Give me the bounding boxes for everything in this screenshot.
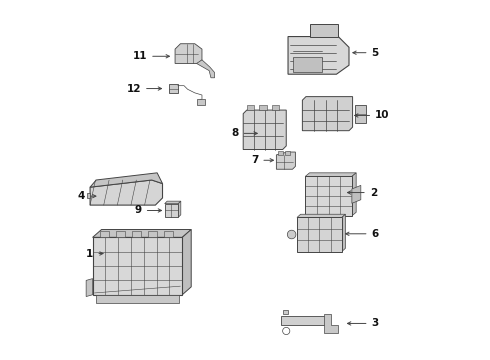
Bar: [96, 295, 179, 303]
Bar: [297, 217, 342, 252]
Polygon shape: [196, 60, 215, 78]
Text: 11: 11: [133, 51, 147, 61]
Polygon shape: [283, 310, 288, 315]
Bar: [259, 105, 267, 110]
Bar: [305, 176, 352, 216]
Bar: [281, 316, 327, 325]
Polygon shape: [352, 185, 361, 203]
Bar: [164, 231, 173, 237]
Bar: [285, 150, 290, 155]
Polygon shape: [352, 173, 356, 216]
Polygon shape: [243, 110, 286, 149]
Polygon shape: [178, 201, 181, 217]
Polygon shape: [302, 96, 353, 131]
Polygon shape: [86, 279, 93, 297]
Text: 6: 6: [371, 229, 379, 239]
Polygon shape: [310, 24, 338, 37]
Polygon shape: [196, 99, 205, 105]
Bar: [165, 204, 178, 217]
Bar: [93, 237, 182, 295]
Text: 12: 12: [126, 84, 141, 94]
Polygon shape: [305, 173, 356, 176]
Bar: [294, 57, 322, 72]
Polygon shape: [165, 201, 181, 204]
Bar: [132, 231, 141, 237]
Bar: [278, 150, 283, 155]
Polygon shape: [87, 193, 90, 198]
Polygon shape: [182, 229, 191, 295]
Polygon shape: [90, 173, 163, 187]
Bar: [169, 84, 178, 93]
Polygon shape: [288, 37, 349, 74]
Bar: [247, 105, 254, 110]
Polygon shape: [324, 315, 338, 333]
Polygon shape: [93, 229, 191, 237]
Text: 8: 8: [231, 129, 239, 138]
Bar: [116, 231, 125, 237]
Circle shape: [287, 230, 296, 239]
Polygon shape: [297, 214, 345, 217]
Polygon shape: [276, 152, 295, 169]
Polygon shape: [342, 214, 345, 252]
Bar: [355, 105, 366, 123]
Bar: [272, 105, 279, 110]
Text: 5: 5: [371, 48, 379, 58]
Text: 4: 4: [78, 191, 85, 201]
Polygon shape: [90, 180, 163, 205]
Bar: [148, 231, 157, 237]
Text: 1: 1: [86, 248, 93, 258]
Text: 3: 3: [371, 319, 379, 328]
Bar: [100, 231, 109, 237]
Text: 2: 2: [370, 188, 377, 198]
Text: 9: 9: [135, 206, 142, 216]
Text: 10: 10: [375, 111, 390, 121]
Polygon shape: [311, 216, 319, 221]
Polygon shape: [175, 44, 202, 63]
Text: 7: 7: [251, 155, 258, 165]
